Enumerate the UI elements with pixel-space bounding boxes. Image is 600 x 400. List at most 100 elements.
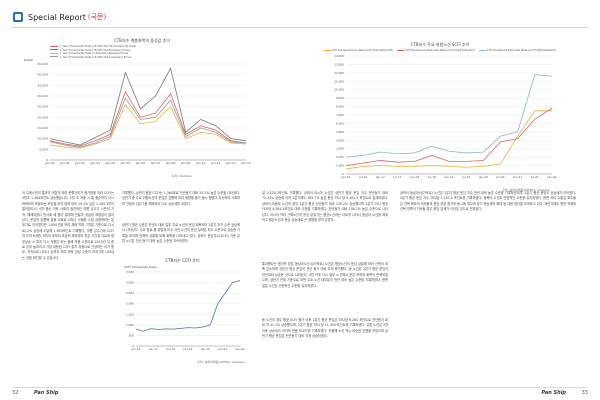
text-column-7: 상하이-동남아(싱가포르) 노선은 1분기 평균 운임 지수 전년 대비 높은 … [400,191,576,212]
right-chart-series-3-line [345,74,553,158]
right-figure: CTB지수 주요 위험노선 SCFI 추이 SCFI Shanghai-Euro… [320,42,560,192]
right-chart-xtick-label: Jan-21 [512,175,522,179]
left-figure: CTB지수 계층화복의 중성값 추이 1 Year Timecharter Ra… [22,38,262,178]
page-title: Special Report [28,12,86,22]
left-chart-xtick-label: Jan-12 [225,161,236,165]
text-column-1: 이 수에스빈의 통과가 어렵게 되며 운항거리가 증가함에 따라 CCFI는 3… [22,191,114,260]
page-footer: 32 Pan Ship Pan Ship 33 [12,386,588,396]
left-chart-xtick-label: Jan-09 [180,161,191,165]
left-chart-ytick-label: 25,000 [38,105,49,109]
ccfi-chart-series-1-line [135,280,241,332]
right-chart-ytick-label: 13,000 [334,62,344,66]
page-header: Special Report (국문) [12,8,106,26]
left-chart-ytick-label: 30,000 [38,94,49,98]
right-chart-xtick-label: Jul-21 [530,175,539,179]
footer-divider [12,387,588,388]
left-chart-xtick-label: Jan-03 [89,161,100,165]
left-chart-xtick-label: Jan-02 [74,161,85,165]
left-figure-yunit: $/Year [24,58,34,62]
ccfi-chart-ytick-label: 2,500 [126,291,134,295]
ccfi-chart-xtick-label: Jan-20 [200,347,210,351]
left-chart-xtick-label: Jan-01 [59,161,70,165]
ccfi-figure-source: 출처: 상하이해운(SFFEX), Clarkson [197,360,245,364]
report-icon [13,12,23,22]
left-chart-series-3-line [49,103,247,149]
right-chart-ytick-label: 9,000 [336,96,344,100]
right-page-number: 33 [581,390,588,396]
left-chart-series-1-line [49,90,247,147]
ccfi-chart-ytick-label: 1,000 [126,323,134,327]
right-figure-title: CTB지수 주요 위험노선 SCFI 추이 [410,42,470,47]
right-chart-xtick-label: Jan-22 [547,175,557,179]
left-chart-xtick-label: Jan-11 [210,161,221,165]
right-chart-ytick-label: 0 [342,172,344,176]
left-chart-xtick-label: Jan-06 [135,161,146,165]
left-chart-series-2-line [49,67,247,146]
ccfi-figure: CTB지수 CCFI 추이 CCFI Composite Index 0 500 1… [120,258,245,364]
ccfi-chart-ytick-label: 0 [132,344,134,348]
ccfi-chart-xtick-label: Jan-19 [183,347,193,351]
right-chart-ytick-label: 7,000 [336,113,344,117]
ccfi-chart-ytick-label: 1,500 [126,312,134,316]
left-chart-xtick-label: Jan-08 [165,161,176,165]
right-figure-source: 출처: 상하이해운(SFFEX), Clarkson [502,188,550,192]
right-chart-series-1-line [345,110,552,170]
right-chart-xtick-label: Jul-20 [496,175,505,179]
right-chart-series-2-line [345,107,553,166]
ccfi-series-title: CCFI Composite Index [124,265,157,269]
ccfi-chart-ytick-label: 3,000 [126,281,134,285]
right-chart-xtick-label: Jan-19 [444,175,454,179]
right-chart-ytick-label: 2,000 [336,155,344,159]
right-chart-ytick-label: 10,000 [334,88,344,92]
left-chart-xtick-label: Jan-05 [120,161,131,165]
ccfi-chart-xtick-label: Jan-18 [165,347,175,351]
ccfi-chart-ytick-label: 500 [129,333,135,337]
ccfi-chart-xtick-label: Jan-16 [131,347,141,351]
right-chart-ytick-label: 5,000 [336,130,344,134]
right-chart-ytick-label: 14,000 [334,54,344,58]
text-column-2: 기록했다. 상반기 평균 CCFI는 1,364포로 전년동기 대비 25.2%… [122,191,240,206]
ccfi-chart-ytick-label: 2,000 [126,302,134,306]
right-chart-ytick-label: 4,000 [336,138,344,142]
left-brand-logo: Pan Ship [34,390,59,396]
right-chart-xtick-label: Jan-20 [478,175,488,179]
text-column-3: 상반기 평균 수준은 전년도 대비 일부 주로 노선의 운임 회복되어 2분기 … [122,223,240,244]
left-chart-ytick-label: 20,000 [38,115,49,119]
left-chart-xtick-label: Jan-04 [105,161,116,165]
ccfi-line-chart: 0 500 1,000 1,500 2,000 2,500 3,000 3,500 Jan-16… [126,270,245,351]
left-chart-ytick-label: 15,000 [38,126,49,130]
ccfi-chart-xtick-label: Jan-21 [217,347,227,351]
left-legend-item: 1 Year Timecharter Rate (15,000 dwt Hand… [50,45,137,49]
right-chart-xtick-label: Jul-19 [461,175,470,179]
right-chart-ytick-label: 1,000 [336,164,344,168]
right-chart-xtick-label: Jan-16 [341,175,351,179]
text-column-4: 갈 3,220.3포인트 기록했다. 상하이-아시아 노선은 상반기 평균 운임… [262,191,388,223]
left-chart-series-4-line [49,97,247,148]
ccfi-figure-title: CTB지수 CCFI 추이 [165,258,200,263]
right-chart-xtick-label: Jul-17 [393,175,402,179]
right-brand-logo: Pan Ship [541,390,566,396]
left-figure-source: 출처: Clarkson [171,174,192,178]
page-subtitle: (국문) [87,13,107,21]
right-figure-legend: SCFI Shanghai-Europe (Base port) Freight… [320,49,560,52]
left-chart-ytick-label: 40,000 [38,73,49,77]
left-legend-item: 1 Year Timecharter Rate (13,000 dwt Supr… [50,56,137,60]
left-chart-ytick-label: 0 [46,158,48,162]
right-chart-xtick-label: Jan-18 [409,175,419,179]
left-figure-legend: 1 Year Timecharter Rate (15,000 dwt Hand… [50,45,137,59]
right-chart-ytick-label: 6,000 [336,121,344,125]
right-chart-ytick-label: 12,000 [334,71,344,75]
left-legend-item: 1 Year Timecharter Rate (76,500 dwt Pana… [50,49,137,53]
ccfi-chart-xtick-label: Jan-22 [235,347,245,351]
left-chart-xtick-label: Jan-13 [240,161,251,165]
right-line-chart: 0 1,000 2,000 3,000 4,000 5,000 6,000 7,000 8,00… [334,54,557,179]
left-figure-title: CTB지수 계층화복의 중성값 추이 [114,38,170,43]
right-legend-item: SCFI Shanghai-US West Coast (Base port) … [397,49,475,52]
left-chart-ytick-label: 35,000 [38,83,49,87]
left-legend-item: 1 Year Timecharter Rate (1,000 dwt Capes… [50,52,137,56]
right-chart-xtick-label: Jan-17 [375,175,385,179]
left-line-chart: 0 5,000 10,000 15,000 20,000 25,000 30,000 35,0… [38,62,251,165]
left-chart-ytick-label: 10,000 [38,137,49,141]
right-legend-item: SCFI Shanghai-US East Coast (Base port) … [478,49,556,52]
left-chart-xtick-label: Jan-00 [44,161,55,165]
